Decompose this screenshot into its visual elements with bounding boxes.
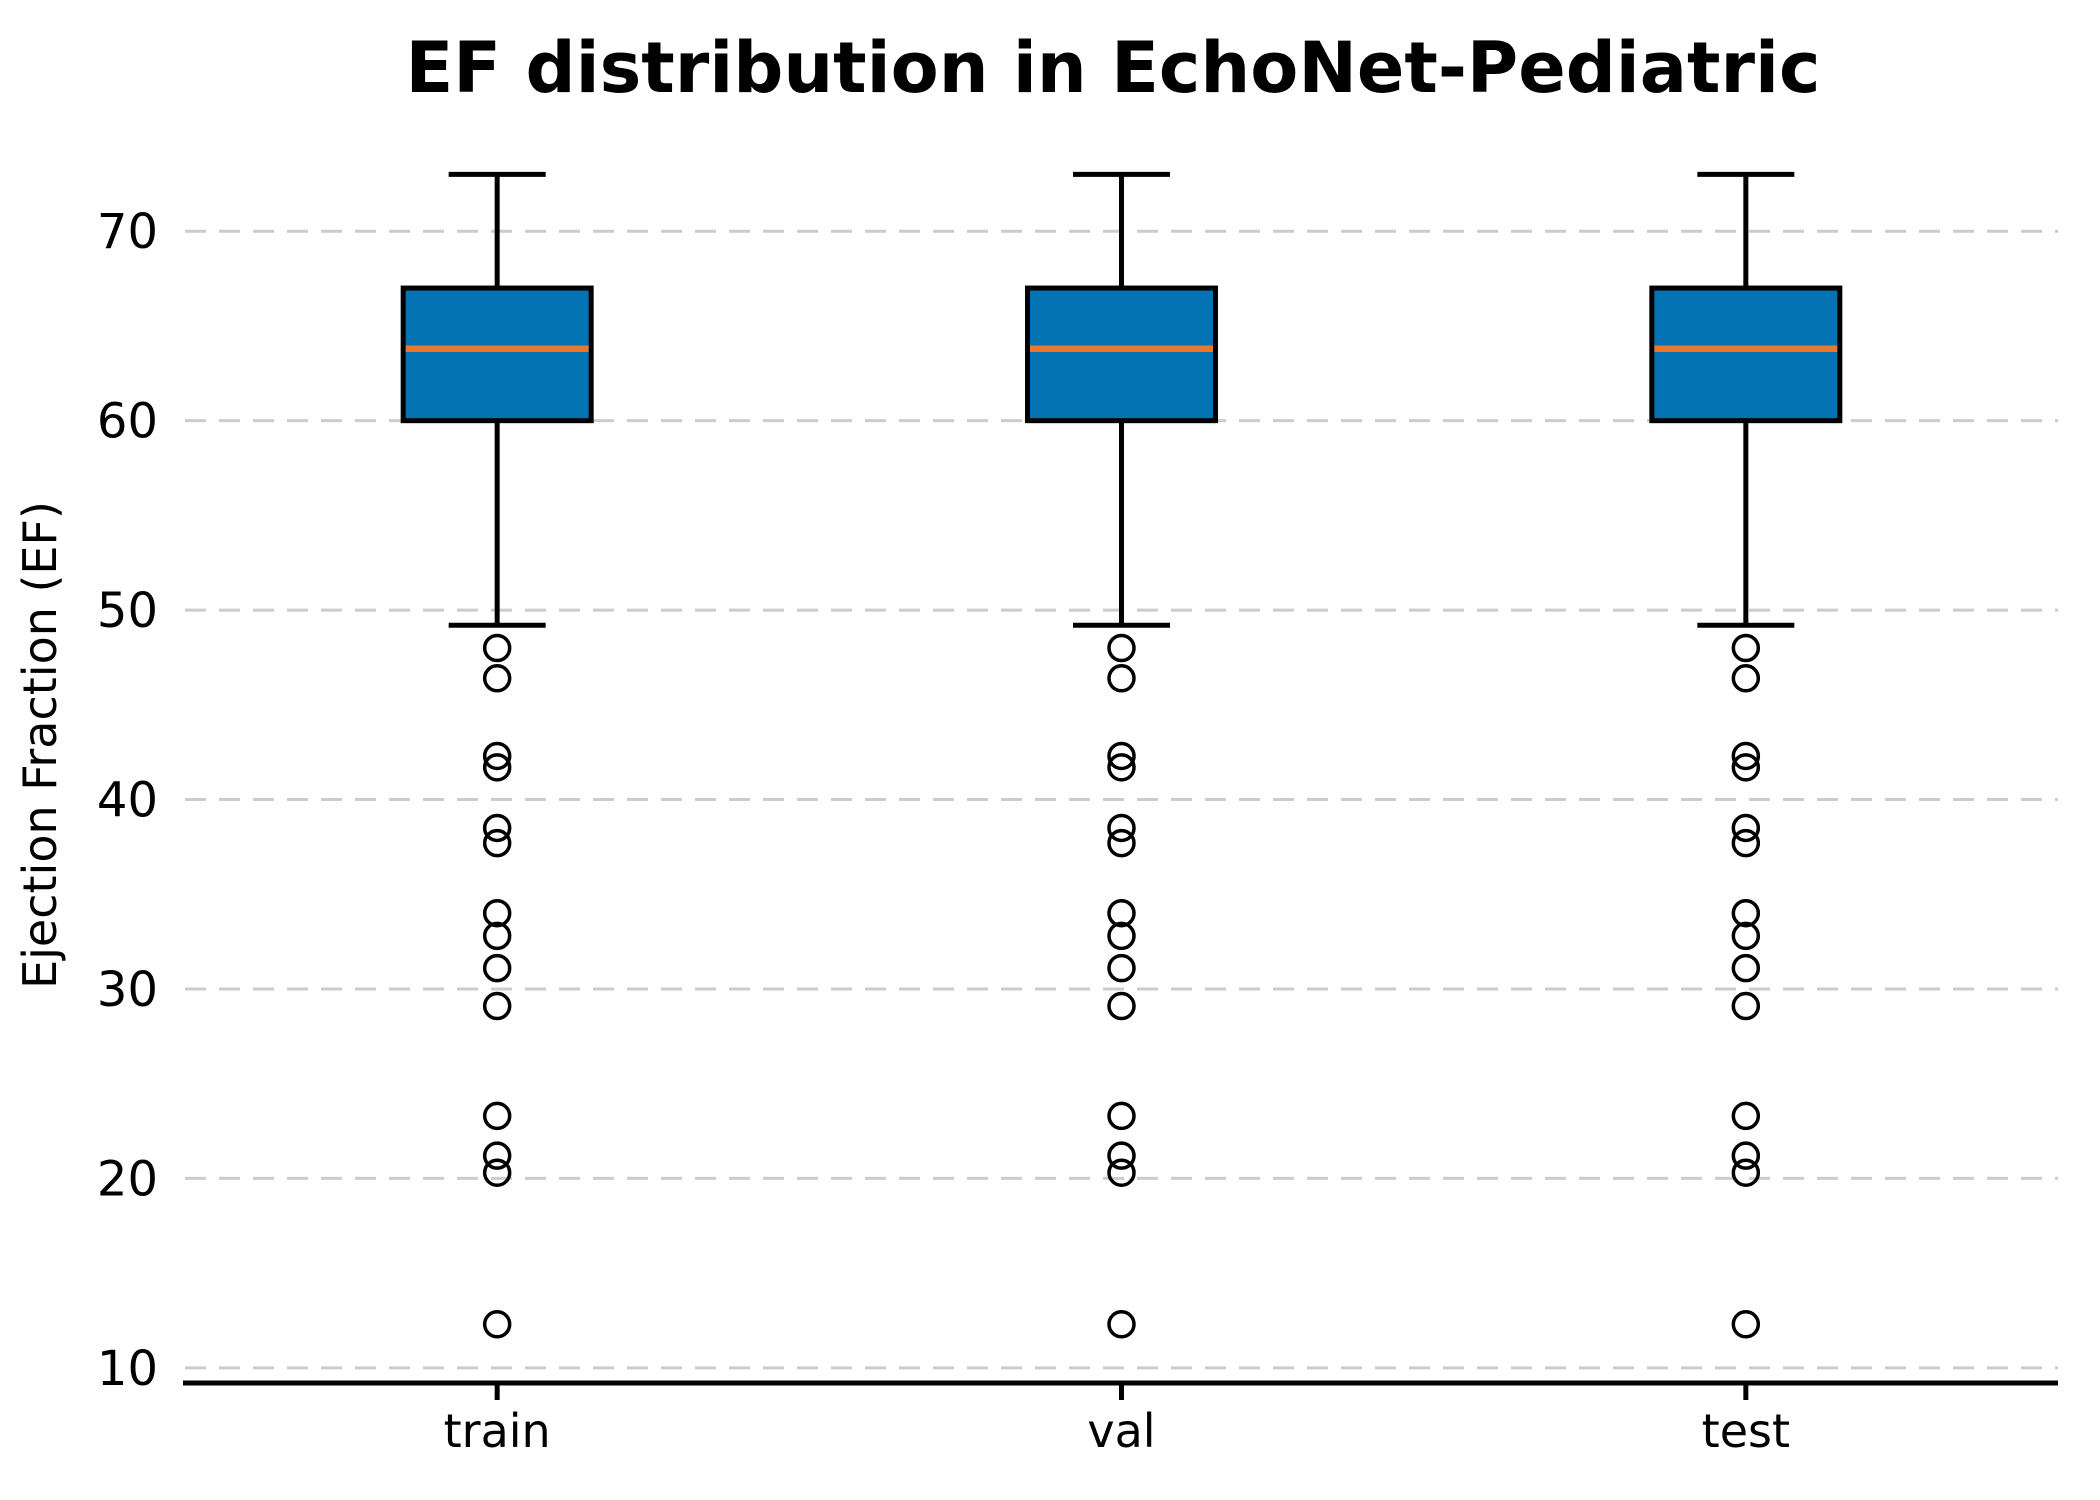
y-tick-label-20: 20 — [97, 1151, 158, 1207]
outlier-marker — [482, 741, 512, 771]
x-tick-label-train: train — [444, 1404, 551, 1458]
boxplot-test — [1649, 171, 1843, 1339]
outlier-marker — [482, 953, 512, 983]
outlier-marker — [1731, 898, 1761, 928]
outlier-marker — [1731, 753, 1761, 782]
outlier-marker — [1731, 664, 1761, 693]
y-tick-label-70: 70 — [97, 204, 158, 260]
outlier-marker — [1731, 1158, 1761, 1187]
outlier-marker — [1107, 1101, 1136, 1131]
iqr-box — [400, 285, 594, 424]
outlier-marker — [1731, 813, 1761, 843]
outlier-marker — [1107, 1310, 1136, 1339]
outlier-marker — [482, 991, 512, 1021]
outlier-marker — [1107, 991, 1136, 1021]
outlier-marker — [482, 633, 512, 663]
outlier-marker — [1731, 741, 1761, 771]
y-tick-label-40: 40 — [97, 773, 158, 829]
outlier-marker — [1731, 953, 1761, 983]
chart-title: EF distribution in EchoNet-Pediatric — [405, 27, 1820, 109]
outlier-marker — [482, 813, 512, 843]
outlier-marker — [1107, 953, 1136, 983]
outlier-marker — [1107, 921, 1136, 951]
outlier-marker — [1731, 1310, 1761, 1339]
outlier-marker — [1107, 664, 1136, 693]
y-tick-label-10: 10 — [97, 1341, 158, 1397]
outlier-marker — [1731, 1141, 1761, 1170]
outlier-marker — [1107, 1158, 1136, 1187]
iqr-box — [1649, 285, 1843, 424]
outlier-marker — [1107, 633, 1136, 663]
outlier-marker — [482, 1158, 512, 1187]
y-tick-label-50: 50 — [97, 583, 158, 639]
outlier-marker — [1107, 898, 1136, 928]
outlier-marker — [482, 753, 512, 782]
outlier-marker — [1107, 813, 1136, 843]
outlier-marker — [1107, 828, 1136, 858]
outlier-marker — [1731, 1101, 1761, 1131]
boxplot-val — [1025, 171, 1218, 1339]
outlier-marker — [1107, 1141, 1136, 1170]
x-tick-label-test: test — [1702, 1404, 1790, 1458]
y-tick-label-60: 60 — [97, 394, 158, 450]
y-axis-label: Ejection Fraction (EF) — [13, 501, 67, 989]
outlier-marker — [482, 1310, 512, 1339]
outlier-marker — [1731, 991, 1761, 1021]
outlier-marker — [482, 1141, 512, 1170]
y-tick-label-30: 30 — [97, 962, 158, 1018]
outlier-marker — [1731, 633, 1761, 663]
y-axis-tick-labels: 10 20 30 40 50 60 70 — [97, 204, 158, 1397]
outlier-marker — [1107, 753, 1136, 782]
outlier-marker — [482, 921, 512, 951]
outlier-marker — [482, 664, 512, 693]
x-axis: train val test — [183, 1380, 2058, 1458]
iqr-box — [1025, 285, 1218, 424]
outlier-marker — [1731, 921, 1761, 951]
outlier-marker — [482, 828, 512, 858]
x-tick-label-val: val — [1087, 1404, 1155, 1458]
boxplot-groups — [400, 171, 1843, 1339]
outlier-marker — [1731, 828, 1761, 858]
boxplot-train — [400, 171, 594, 1339]
outlier-marker — [1107, 741, 1136, 771]
outlier-marker — [482, 898, 512, 928]
outlier-marker — [482, 1101, 512, 1131]
